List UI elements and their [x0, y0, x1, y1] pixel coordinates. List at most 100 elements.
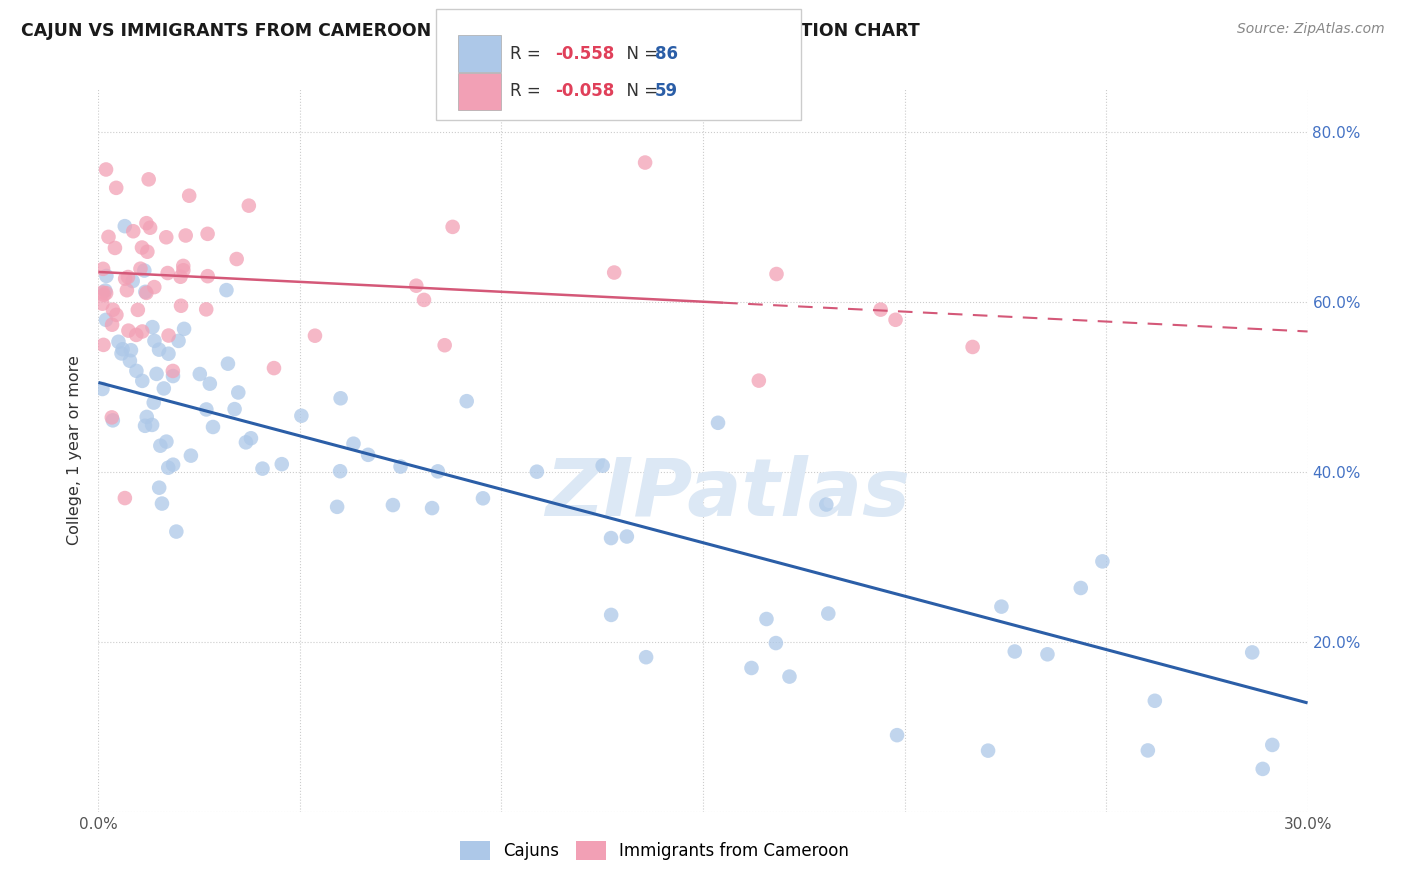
Point	[138, 172, 160, 186]
Point	[426, 464, 449, 478]
Point	[225, 252, 247, 266]
Text: ZIPatlas: ZIPatlas	[544, 455, 910, 533]
Point	[167, 334, 190, 348]
Point	[224, 402, 246, 417]
Point	[1261, 738, 1284, 752]
Point	[142, 395, 165, 409]
Point	[1251, 762, 1274, 776]
Point	[636, 650, 658, 665]
Point	[101, 318, 124, 332]
Point	[97, 230, 120, 244]
Point	[977, 744, 1000, 758]
Point	[148, 343, 170, 357]
Text: 86: 86	[655, 45, 678, 62]
Point	[740, 661, 762, 675]
Point	[118, 353, 141, 368]
Point	[117, 270, 139, 285]
Point	[456, 394, 478, 409]
Point	[94, 286, 117, 301]
Point	[329, 391, 352, 405]
Point	[117, 324, 139, 338]
Point	[135, 216, 157, 230]
Point	[526, 465, 548, 479]
Point	[91, 296, 114, 310]
Point	[150, 497, 173, 511]
Point	[122, 224, 145, 238]
Point	[869, 302, 891, 317]
Point	[107, 334, 129, 349]
Point	[329, 464, 352, 478]
Text: N =: N =	[616, 82, 664, 101]
Point	[263, 361, 285, 376]
Point	[1136, 743, 1159, 757]
Point	[101, 410, 124, 425]
Point	[91, 285, 114, 300]
Point	[91, 261, 114, 276]
Point	[195, 302, 218, 317]
Point	[471, 491, 494, 506]
Point	[962, 340, 984, 354]
Point	[342, 436, 364, 450]
Point	[143, 334, 166, 348]
Point	[156, 266, 179, 280]
Point	[765, 636, 787, 650]
Point	[131, 325, 153, 339]
Point	[215, 283, 238, 297]
Point	[93, 338, 115, 352]
Point	[127, 302, 149, 317]
Point	[104, 241, 127, 255]
Point	[120, 343, 142, 358]
Point	[96, 268, 118, 283]
Point	[226, 385, 249, 400]
Point	[157, 347, 180, 361]
Point	[131, 240, 153, 254]
Point	[405, 278, 427, 293]
Point	[115, 283, 138, 297]
Point	[441, 219, 464, 234]
Point	[357, 448, 380, 462]
Point	[990, 599, 1012, 614]
Point	[111, 343, 134, 357]
Point	[290, 409, 312, 423]
Point	[169, 269, 191, 284]
Point	[198, 376, 221, 391]
Text: Source: ZipAtlas.com: Source: ZipAtlas.com	[1237, 22, 1385, 37]
Point	[162, 369, 184, 384]
Point	[197, 227, 219, 241]
Point	[748, 374, 770, 388]
Point	[304, 328, 326, 343]
Point	[93, 287, 115, 301]
Point	[197, 269, 219, 284]
Point	[238, 199, 260, 213]
Point	[134, 263, 156, 277]
Point	[420, 501, 443, 516]
Point	[179, 188, 201, 202]
Point	[125, 327, 148, 342]
Point	[162, 458, 184, 472]
Text: -0.558: -0.558	[555, 45, 614, 62]
Point	[162, 364, 184, 378]
Point	[603, 266, 626, 280]
Point	[201, 420, 224, 434]
Point	[155, 230, 177, 244]
Point	[180, 449, 202, 463]
Point	[634, 155, 657, 169]
Legend: Cajuns, Immigrants from Cameroon: Cajuns, Immigrants from Cameroon	[451, 832, 858, 869]
Point	[381, 498, 404, 512]
Point	[1004, 644, 1026, 658]
Point	[817, 607, 839, 621]
Point	[139, 220, 162, 235]
Point	[1143, 694, 1166, 708]
Point	[173, 322, 195, 336]
Point	[157, 460, 180, 475]
Point	[141, 320, 163, 334]
Point	[1091, 554, 1114, 568]
Point	[413, 293, 436, 307]
Point	[172, 263, 194, 277]
Point	[174, 228, 197, 243]
Point	[616, 529, 638, 543]
Point	[129, 261, 152, 276]
Text: R =: R =	[510, 82, 547, 101]
Point	[110, 346, 132, 360]
Point	[755, 612, 778, 626]
